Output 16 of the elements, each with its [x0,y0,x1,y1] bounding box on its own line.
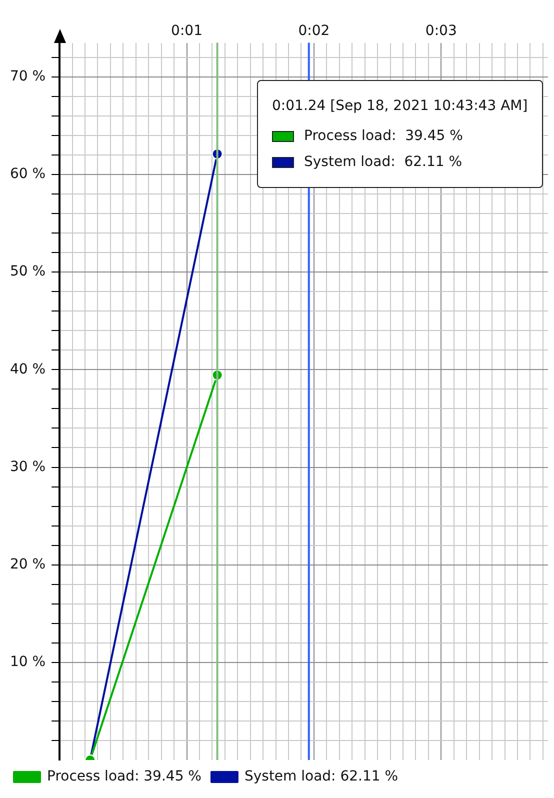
y-tick-label: 50 % [10,264,46,280]
y-tick-label: 20 % [10,556,46,572]
y-tick-label: 60 % [10,166,46,182]
legend-label: Process load: 39.45 % [47,768,202,785]
annotation: System load: 62.11 % [304,154,462,170]
y-tick-label: 70 % [10,68,46,85]
x-tick-label: 0:01 [171,23,202,40]
annotation: 0:01.24 [Sep 18, 2021 10:43:43 AM] [272,98,528,114]
y-tick-label: 40 % [10,361,46,378]
y-tick-label: 30 % [10,458,46,475]
legend-label: System load: 62.11 % [244,768,398,785]
tooltip-box: 0:01.24 [Sep 18, 2021 10:43:43 AM] Process load: 39.45 % System load: 62.11 % [257,80,543,188]
annotation: Process load: 39.45 % [304,128,463,144]
x-tick-label: 0:02 [298,23,330,40]
x-tick-label: 0:03 [425,23,457,40]
y-tick-label: 10 % [10,654,46,670]
